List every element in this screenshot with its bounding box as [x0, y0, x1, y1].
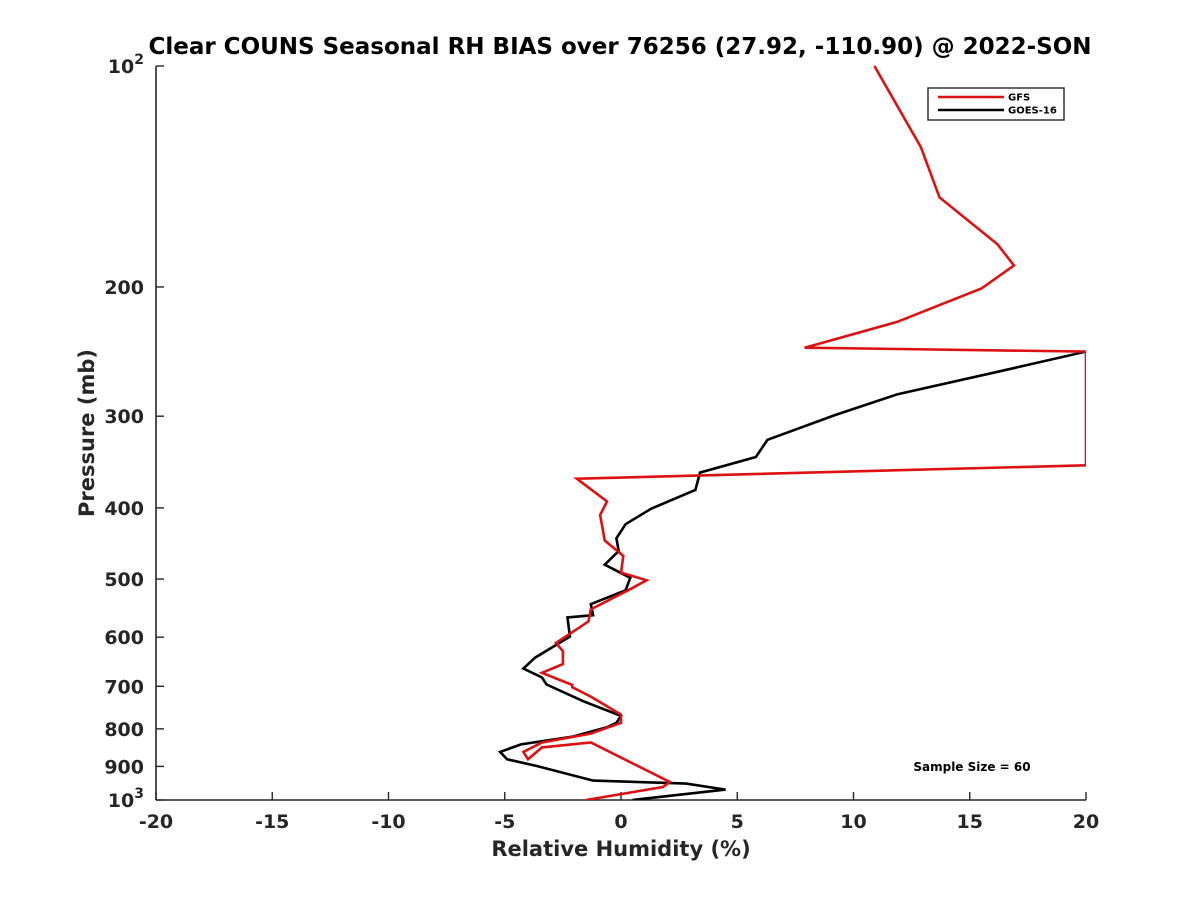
legend-box [927, 87, 1065, 121]
y-tick-base: 10 [108, 790, 134, 812]
series-line-goes-16 [497, 350, 1086, 800]
y-tick-label: 102 [108, 52, 144, 78]
y-tick-exponent: 3 [134, 786, 144, 802]
legend-label-goes16: GOES-16 [1008, 106, 1057, 117]
series-layer [497, 65, 1086, 800]
axes [155, 66, 1086, 801]
y-tick-base: 10 [108, 56, 134, 78]
y-tick-label: 300 [104, 406, 144, 428]
y-tick-label: 600 [104, 627, 144, 649]
y-tick-label: 700 [104, 676, 144, 698]
series-line-gfs [521, 65, 1086, 800]
y-tick-label: 400 [104, 498, 144, 520]
y-tick-exponent: 2 [134, 52, 144, 68]
x-tick-label: -10 [371, 811, 405, 833]
legend: GFS GOES-16 [927, 87, 1065, 121]
x-tick-label: 5 [731, 811, 744, 833]
y-tick-label: 200 [104, 277, 144, 299]
x-tick-label: 10 [840, 811, 866, 833]
x-tick-label: -15 [255, 811, 289, 833]
plot-area [497, 65, 1086, 800]
x-tick-label: -5 [494, 811, 515, 833]
x-axis-label: Relative Humidity (%) [491, 837, 750, 861]
y-tick-label: 800 [104, 719, 144, 741]
y-axis-label: Pressure (mb) [75, 349, 99, 517]
y-tick-label: 103 [108, 786, 144, 812]
chart-title: Clear COUNS Seasonal RH BIAS over 76256 … [148, 34, 1091, 60]
legend-label-gfs: GFS [1008, 93, 1030, 104]
x-tick-label: 0 [614, 811, 627, 833]
x-tick-label: 15 [957, 811, 983, 833]
x-tick-label: 20 [1073, 811, 1099, 833]
y-tick-label: 900 [104, 756, 144, 778]
sample-size-annotation: Sample Size = 60 [913, 760, 1030, 774]
x-ticks: -20 -15 -10 -5 0 5 10 15 20 [139, 792, 1099, 833]
y-tick-label: 500 [104, 569, 144, 591]
x-tick-label: -20 [139, 811, 173, 833]
